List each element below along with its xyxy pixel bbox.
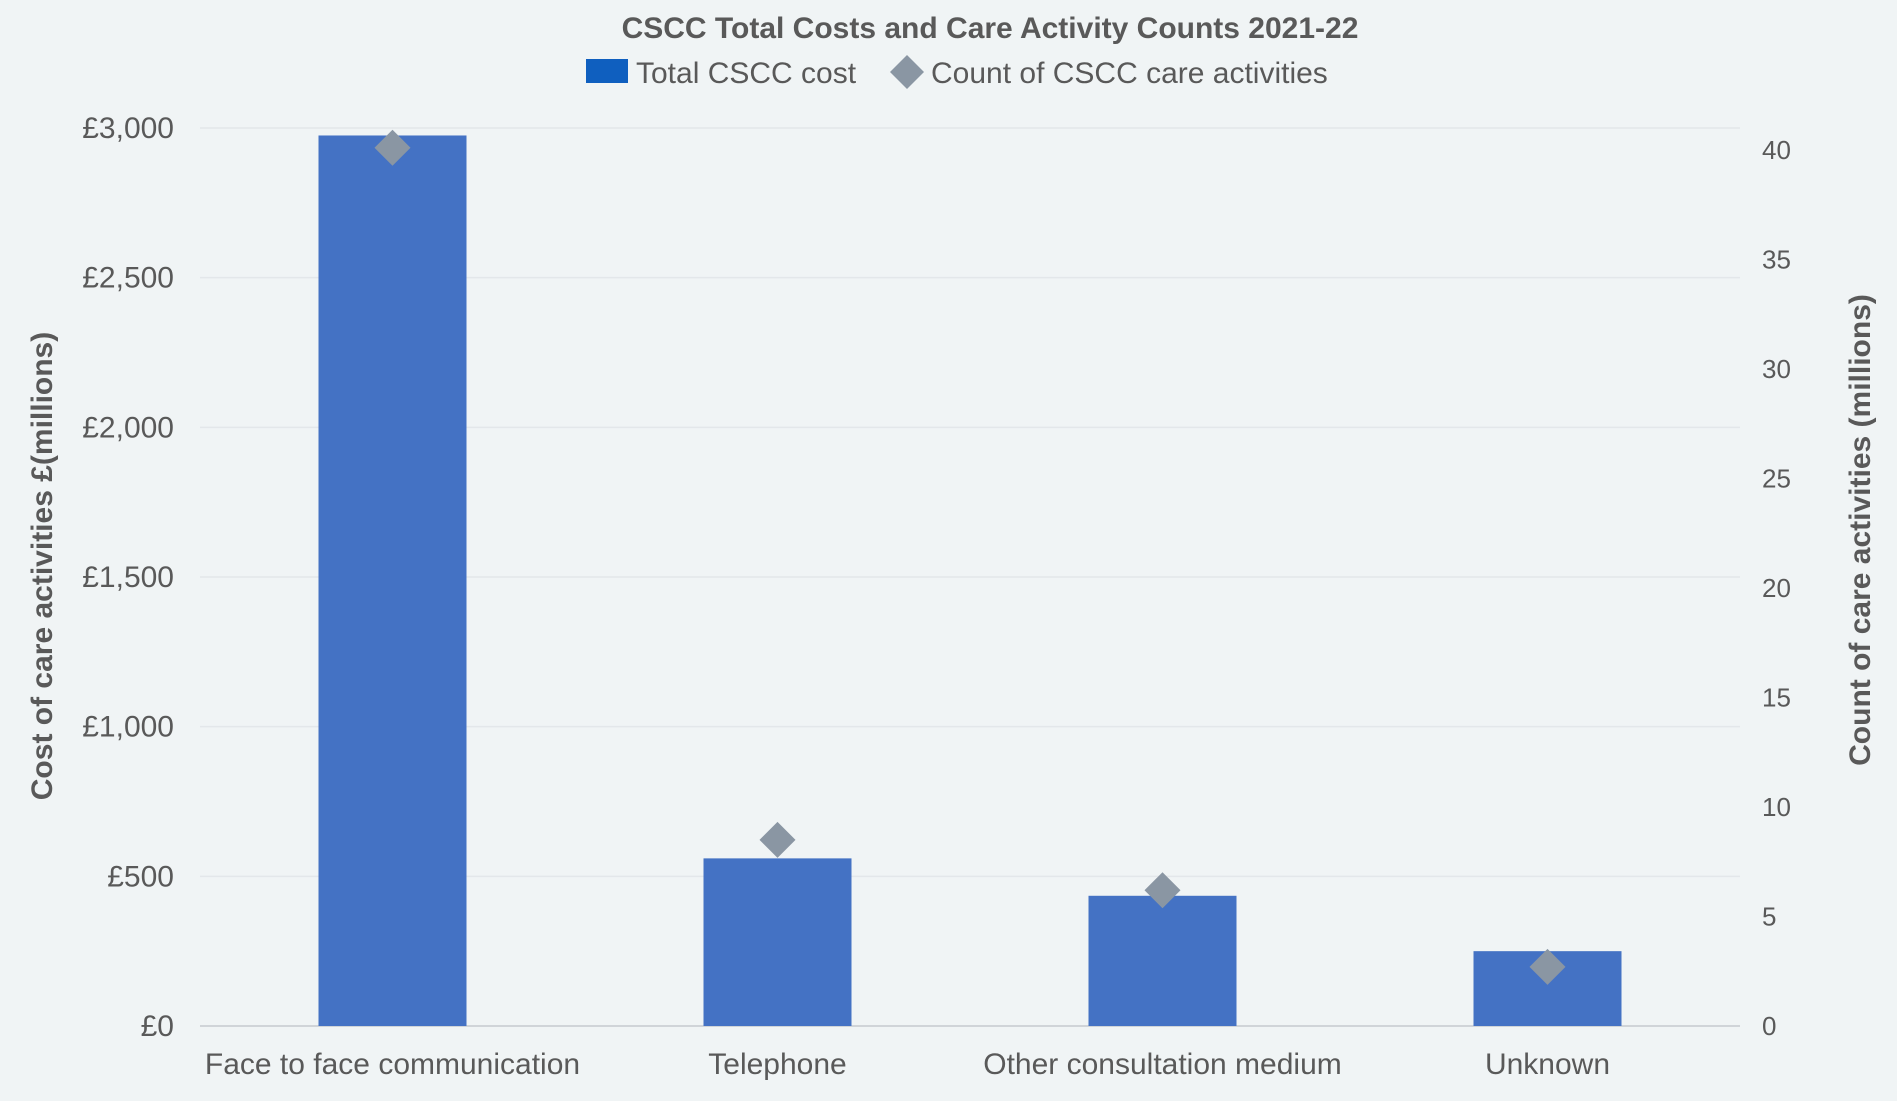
y-tick-label: £1,000 xyxy=(82,711,174,744)
y2-tick-label: 0 xyxy=(1762,1011,1776,1041)
x-tick-label: Telephone xyxy=(708,1048,846,1081)
y-axis-left-label: Cost of care activities £(millions) xyxy=(26,332,59,800)
bar-series xyxy=(318,135,1622,1026)
diamond-marker-1 xyxy=(374,129,411,166)
legend-swatch-diamond xyxy=(890,55,924,89)
y2-tick-label: 25 xyxy=(1762,463,1791,493)
legend-swatch-bar xyxy=(586,59,628,83)
x-tick-label: Face to face communication xyxy=(205,1048,580,1081)
x-axis: Face to face communication Telephone Other… xyxy=(205,1048,1610,1081)
x-tick-label: Unknown xyxy=(1485,1048,1610,1081)
legend: Total CSCC cost Count of CSCC care activi… xyxy=(586,55,1328,90)
y-tick-label: £1,500 xyxy=(82,561,174,594)
y-tick-label: £500 xyxy=(107,860,174,893)
y-axis-left: £0 £500 £1,000 £1,500 £2,000 £2,500 £3,000 xyxy=(82,112,174,1043)
y2-tick-label: 15 xyxy=(1762,682,1791,712)
y2-tick-label: 30 xyxy=(1762,354,1791,384)
chart-title: CSCC Total Costs and Care Activity Count… xyxy=(622,12,1359,45)
x-tick-label: Other consultation medium xyxy=(983,1048,1342,1081)
y-axis-right: 0 5 10 15 20 25 30 35 40 xyxy=(1762,135,1791,1041)
bar-3 xyxy=(1088,895,1237,1026)
legend-label-marker: Count of CSCC care activities xyxy=(931,57,1328,90)
y2-tick-label: 35 xyxy=(1762,244,1791,274)
legend-label-bar: Total CSCC cost xyxy=(636,57,857,90)
diamond-marker-3 xyxy=(1144,872,1181,909)
y-axis-right-label: Count of care activities (millions) xyxy=(1844,294,1877,766)
y-tick-label: £0 xyxy=(141,1010,174,1043)
y-tick-label: £3,000 xyxy=(82,112,174,145)
bar-2 xyxy=(703,858,852,1026)
y-tick-label: £2,000 xyxy=(82,411,174,444)
diamond-marker-2 xyxy=(759,821,796,858)
y2-tick-label: 5 xyxy=(1762,901,1776,931)
y2-tick-label: 40 xyxy=(1762,135,1791,165)
bar-1 xyxy=(318,135,467,1026)
diamond-marker-4 xyxy=(1529,948,1566,985)
y2-tick-label: 10 xyxy=(1762,792,1791,822)
y2-tick-label: 20 xyxy=(1762,573,1791,603)
y-tick-label: £2,500 xyxy=(82,262,174,295)
marker-series xyxy=(374,129,1566,985)
